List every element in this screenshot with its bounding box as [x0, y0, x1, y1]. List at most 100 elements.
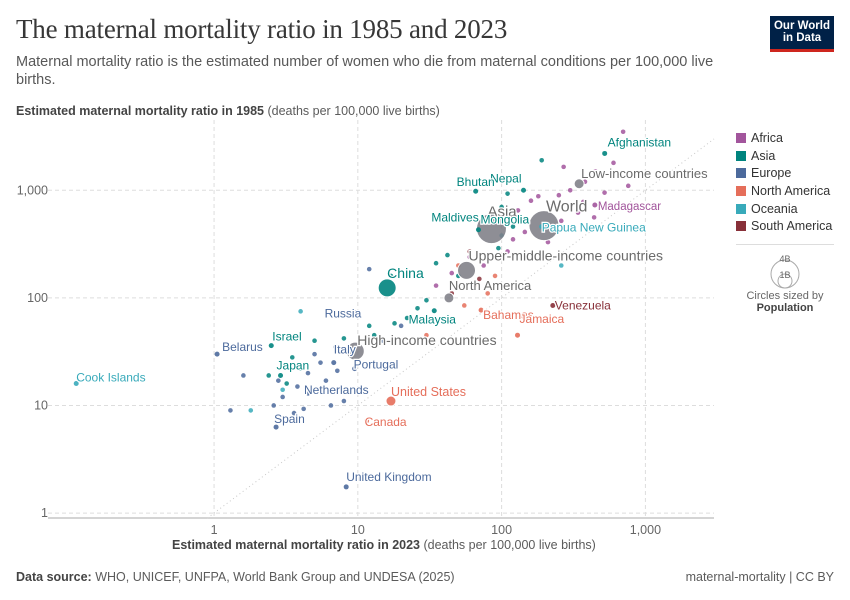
- data-point[interactable]: [496, 245, 501, 251]
- data-point[interactable]: [366, 323, 372, 329]
- data-point[interactable]: [398, 323, 404, 329]
- data-point[interactable]: [371, 360, 377, 365]
- data-point-mongolia[interactable]: [475, 227, 481, 233]
- owid-logo[interactable]: Our World in Data: [770, 16, 834, 52]
- data-point[interactable]: [291, 410, 297, 416]
- data-point[interactable]: [328, 403, 334, 408]
- data-point-papua-new-guinea[interactable]: [539, 224, 545, 230]
- data-point[interactable]: [620, 129, 626, 135]
- data-point-nepal[interactable]: [521, 187, 527, 193]
- legend-item-asia[interactable]: Asia: [736, 147, 832, 165]
- data-point-japan[interactable]: [278, 372, 284, 378]
- data-point[interactable]: [424, 297, 429, 303]
- data-point[interactable]: [522, 229, 528, 235]
- data-point-madagascar[interactable]: [592, 202, 598, 208]
- data-point-united-states[interactable]: [385, 395, 397, 407]
- data-point[interactable]: [481, 263, 486, 268]
- data-point[interactable]: [335, 368, 340, 374]
- data-point[interactable]: [625, 183, 631, 189]
- data-point[interactable]: [248, 408, 254, 413]
- data-point[interactable]: [499, 204, 504, 210]
- data-point[interactable]: [341, 336, 347, 341]
- data-point[interactable]: [298, 309, 303, 314]
- data-point[interactable]: [415, 306, 420, 311]
- data-point[interactable]: [528, 198, 534, 204]
- data-point[interactable]: [567, 187, 573, 193]
- region-legend[interactable]: Africa Asia Europe North America Oceania Sout…: [736, 129, 832, 235]
- data-point[interactable]: [392, 321, 397, 326]
- data-point[interactable]: [228, 408, 233, 413]
- data-point[interactable]: [289, 355, 295, 360]
- data-point[interactable]: [505, 191, 510, 196]
- data-point[interactable]: [561, 164, 566, 170]
- data-point[interactable]: [581, 199, 586, 205]
- data-point[interactable]: [333, 344, 338, 350]
- data-point-netherlands[interactable]: [305, 390, 311, 396]
- data-point-united-kingdom[interactable]: [343, 484, 349, 490]
- data-point[interactable]: [472, 283, 478, 288]
- chart-slug-license[interactable]: maternal-mortality | CC BY: [685, 570, 834, 584]
- data-point[interactable]: [515, 208, 521, 213]
- data-point-israel[interactable]: [268, 343, 274, 349]
- data-point[interactable]: [510, 224, 516, 229]
- legend-item-north-america[interactable]: North America: [736, 182, 832, 200]
- data-point[interactable]: [433, 260, 439, 266]
- data-point[interactable]: [284, 381, 289, 386]
- data-point[interactable]: [305, 370, 311, 376]
- data-point[interactable]: [280, 394, 285, 400]
- data-point[interactable]: [380, 338, 386, 343]
- data-point[interactable]: [449, 270, 455, 276]
- data-point-jamaica[interactable]: [515, 332, 521, 338]
- data-point[interactable]: [611, 160, 616, 166]
- data-point[interactable]: [556, 192, 562, 198]
- data-point[interactable]: [548, 204, 554, 210]
- data-point[interactable]: [545, 239, 551, 245]
- data-point[interactable]: [575, 210, 581, 215]
- data-point-afghanistan[interactable]: [602, 150, 608, 156]
- data-point-maldives[interactable]: [472, 214, 478, 220]
- data-point[interactable]: [341, 398, 347, 404]
- legend-item-africa[interactable]: Africa: [736, 129, 832, 147]
- data-point[interactable]: [298, 366, 303, 371]
- data-point-china[interactable]: [377, 278, 397, 298]
- data-point[interactable]: [602, 190, 607, 195]
- data-point[interactable]: [558, 263, 564, 268]
- data-point[interactable]: [295, 384, 300, 389]
- data-point[interactable]: [266, 373, 272, 378]
- data-point[interactable]: [485, 291, 490, 296]
- data-point-spain[interactable]: [273, 424, 279, 430]
- data-point[interactable]: [593, 169, 598, 174]
- data-point[interactable]: [301, 406, 306, 412]
- data-point[interactable]: [461, 303, 467, 308]
- data-point[interactable]: [510, 237, 516, 242]
- data-point[interactable]: [280, 387, 285, 393]
- data-point[interactable]: [492, 273, 498, 279]
- legend-item-south-america[interactable]: South America: [736, 217, 832, 235]
- data-point[interactable]: [312, 351, 317, 357]
- data-point[interactable]: [539, 157, 544, 163]
- data-point-russia[interactable]: [352, 310, 358, 316]
- legend-item-oceania[interactable]: Oceania: [736, 200, 832, 218]
- data-point[interactable]: [467, 254, 473, 260]
- data-point[interactable]: [371, 332, 377, 338]
- data-point[interactable]: [433, 283, 439, 288]
- data-point-belarus[interactable]: [214, 351, 220, 357]
- data-point[interactable]: [442, 319, 447, 325]
- data-point[interactable]: [505, 249, 510, 254]
- data-point-upper-middle-income-countries[interactable]: [457, 260, 477, 280]
- data-point[interactable]: [271, 403, 277, 408]
- data-point[interactable]: [323, 378, 329, 383]
- data-point-venezuela[interactable]: [550, 302, 556, 308]
- data-point[interactable]: [318, 360, 323, 365]
- data-point[interactable]: [591, 215, 597, 220]
- data-point-high-income-countries[interactable]: [345, 341, 365, 361]
- data-point[interactable]: [312, 338, 317, 343]
- data-point[interactable]: [404, 315, 410, 321]
- legend-item-europe[interactable]: Europe: [736, 164, 832, 182]
- data-point-bahamas[interactable]: [478, 307, 484, 313]
- data-point-italy[interactable]: [331, 360, 337, 366]
- data-point-bhutan[interactable]: [473, 188, 479, 194]
- data-point[interactable]: [467, 249, 473, 254]
- data-point-portugal[interactable]: [352, 366, 358, 372]
